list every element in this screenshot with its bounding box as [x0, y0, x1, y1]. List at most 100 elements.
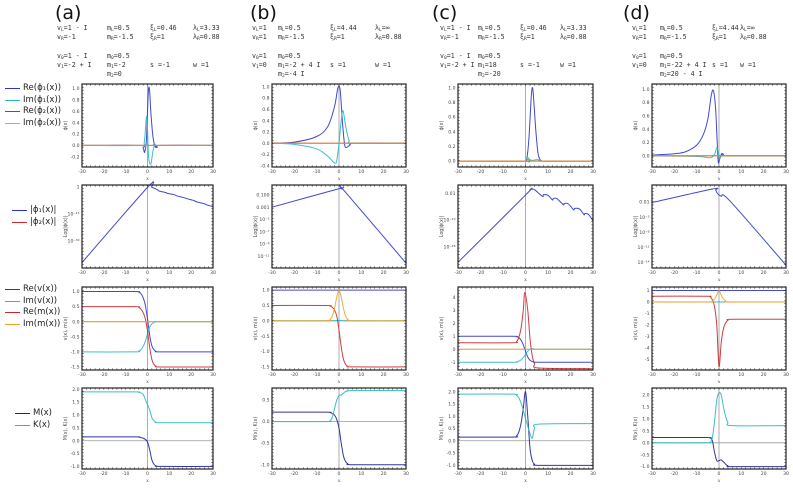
- parameter-symbol: s: [150, 61, 154, 69]
- y-tick-label: -0.2: [261, 152, 270, 158]
- equals-sign: =: [284, 24, 289, 32]
- parameter: ξR=1: [520, 33, 535, 42]
- y-tick-label: -0.5: [641, 452, 650, 458]
- x-tick-label: 30: [590, 471, 596, 477]
- parameter-value: 0.5: [670, 24, 683, 32]
- x-axis-label: x: [146, 478, 149, 484]
- x-tick-label: -20: [100, 270, 108, 276]
- parameter: mL=0.5: [478, 24, 501, 33]
- parameter: λR=0.88: [375, 33, 402, 42]
- x-tick-label: 0: [718, 471, 721, 477]
- parameter-symbol: w: [560, 61, 564, 69]
- equals-sign: =: [715, 61, 724, 69]
- y-tick-label: 1.0: [642, 87, 649, 93]
- y-tick-label: -0.5: [71, 334, 80, 340]
- equals-sign: =: [333, 61, 342, 69]
- parameter-subscript: L: [443, 28, 447, 33]
- y-tick-label: 0.4: [262, 118, 269, 124]
- x-tick-label: 0: [718, 270, 721, 276]
- x-tick-label: 0: [146, 270, 149, 276]
- parameter: λL=∞: [740, 24, 755, 33]
- equals-sign: =: [638, 61, 643, 69]
- parameter-symbol: v: [440, 61, 444, 69]
- y-tick-label: 10⁻⁵: [259, 217, 269, 223]
- legend-label: Re(m(x)): [23, 307, 61, 317]
- y-tick-label: -1.0: [641, 464, 650, 470]
- parameter-value: 0.5: [670, 52, 683, 60]
- x-axis-label: x: [718, 176, 721, 182]
- y-tick-label: 0: [647, 300, 650, 306]
- parameter-value: -1: [161, 61, 170, 69]
- x-tick-label: 10: [545, 471, 551, 477]
- x-tick-label: 10: [738, 169, 744, 175]
- parameter-subscript: 1: [663, 65, 667, 70]
- legend-label: Re(ϕ₂(x)): [23, 106, 62, 116]
- y-tick-label: -0.2: [71, 154, 80, 160]
- y-tick-label: 10⁻⁷: [259, 229, 269, 235]
- x-tick-label: -30: [78, 270, 86, 276]
- x-tick-label: 10: [545, 372, 551, 378]
- x-tick-label: 20: [381, 372, 387, 378]
- y-tick-label: -5: [645, 357, 650, 363]
- parameter: mR=-1.5: [478, 33, 505, 42]
- legend-swatch: [12, 210, 27, 212]
- x-tick-label: -20: [477, 372, 485, 378]
- parameter-subscript: 0: [60, 56, 64, 61]
- chart-panel: -30 -20 -10 0 10 20 30 0.0 0.2 0.4 0.6 0.8 1.0 x ϕ(x): [633, 83, 789, 182]
- chart-panel: -30 -20 -10 0 10 20 30 -0.2 0.0 0.2 0.4 0.6 0.8 1.0 x ϕ…: [63, 83, 216, 182]
- parameter-symbol: v: [57, 52, 61, 60]
- parameter-subscript: R: [563, 37, 567, 42]
- parameter: ξR=1: [150, 33, 165, 42]
- equals-sign: =: [666, 52, 671, 60]
- y-tick-label: -1.0: [71, 349, 80, 355]
- equals-sign: =: [746, 24, 751, 32]
- parameter-subscript: L: [281, 28, 285, 33]
- series-line: [651, 391, 787, 444]
- y-tick-label: 0.0: [262, 318, 269, 324]
- legend-swatch: [5, 99, 20, 101]
- parameter-symbol: ξ: [520, 33, 524, 41]
- y-axis-label: ϕ(x): [63, 121, 69, 131]
- parameter-subscript: R: [378, 37, 382, 42]
- parameter-value: 0: [262, 61, 267, 69]
- x-tick-label: -30: [268, 270, 276, 276]
- x-tick-label: 20: [188, 270, 194, 276]
- equals-sign: =: [638, 52, 643, 60]
- equals-sign: =: [258, 24, 263, 32]
- y-tick-label: 2.0: [642, 393, 649, 399]
- parameter-symbol: λ: [560, 24, 564, 32]
- parameter-subscript: R: [663, 37, 667, 42]
- parameter: ξL=0.46: [520, 24, 547, 33]
- x-tick-label: -10: [693, 372, 701, 378]
- parameter-value: 1: [642, 52, 647, 60]
- parameter-value: 0.88: [570, 33, 587, 41]
- series-line: [271, 390, 407, 423]
- chart-panel: -30 -20 -10 0 10 20 30 -1.5 -1.0 -0.5 0.0 0.5 1.0 x v(…: [253, 286, 409, 385]
- y-tick-label: 10⁻¹⁸: [444, 244, 456, 250]
- x-tick-label: 30: [210, 471, 216, 477]
- parameter-symbol: ξ: [712, 24, 716, 32]
- equals-sign: =: [446, 33, 451, 41]
- parameter-subscript: 2: [110, 74, 114, 79]
- parameter-value: -2: [117, 61, 126, 69]
- series-line: [651, 437, 787, 468]
- equals-sign: =: [446, 61, 451, 69]
- parameter-value: 1: [530, 33, 535, 41]
- parameter-subscript: 0: [281, 56, 285, 61]
- parameter-value: -1: [531, 61, 540, 69]
- x-tick-label: -20: [477, 471, 485, 477]
- parameter-symbol: m: [660, 52, 664, 60]
- parameter-symbol: v: [57, 24, 61, 32]
- parameter-value: 1: [160, 33, 165, 41]
- parameter-symbol: m: [278, 33, 282, 41]
- y-tick-label: 0.0: [448, 159, 455, 165]
- parameter-value: 1: [262, 33, 267, 41]
- equals-sign: =: [526, 33, 531, 41]
- y-tick-label: 0.0: [448, 438, 455, 444]
- y-tick-label: 0.5: [642, 428, 649, 434]
- parameter-value: 0.46: [530, 24, 547, 32]
- y-tick-label: 0.5: [448, 426, 455, 432]
- chart-panel: -30 -20 -10 0 10 20 30 -1.0 -0.5 0.0 0.5 x M(x), K(x…: [253, 387, 409, 484]
- y-tick-label: 10⁻¹⁴: [638, 260, 650, 266]
- parameter: v0=1: [632, 52, 647, 61]
